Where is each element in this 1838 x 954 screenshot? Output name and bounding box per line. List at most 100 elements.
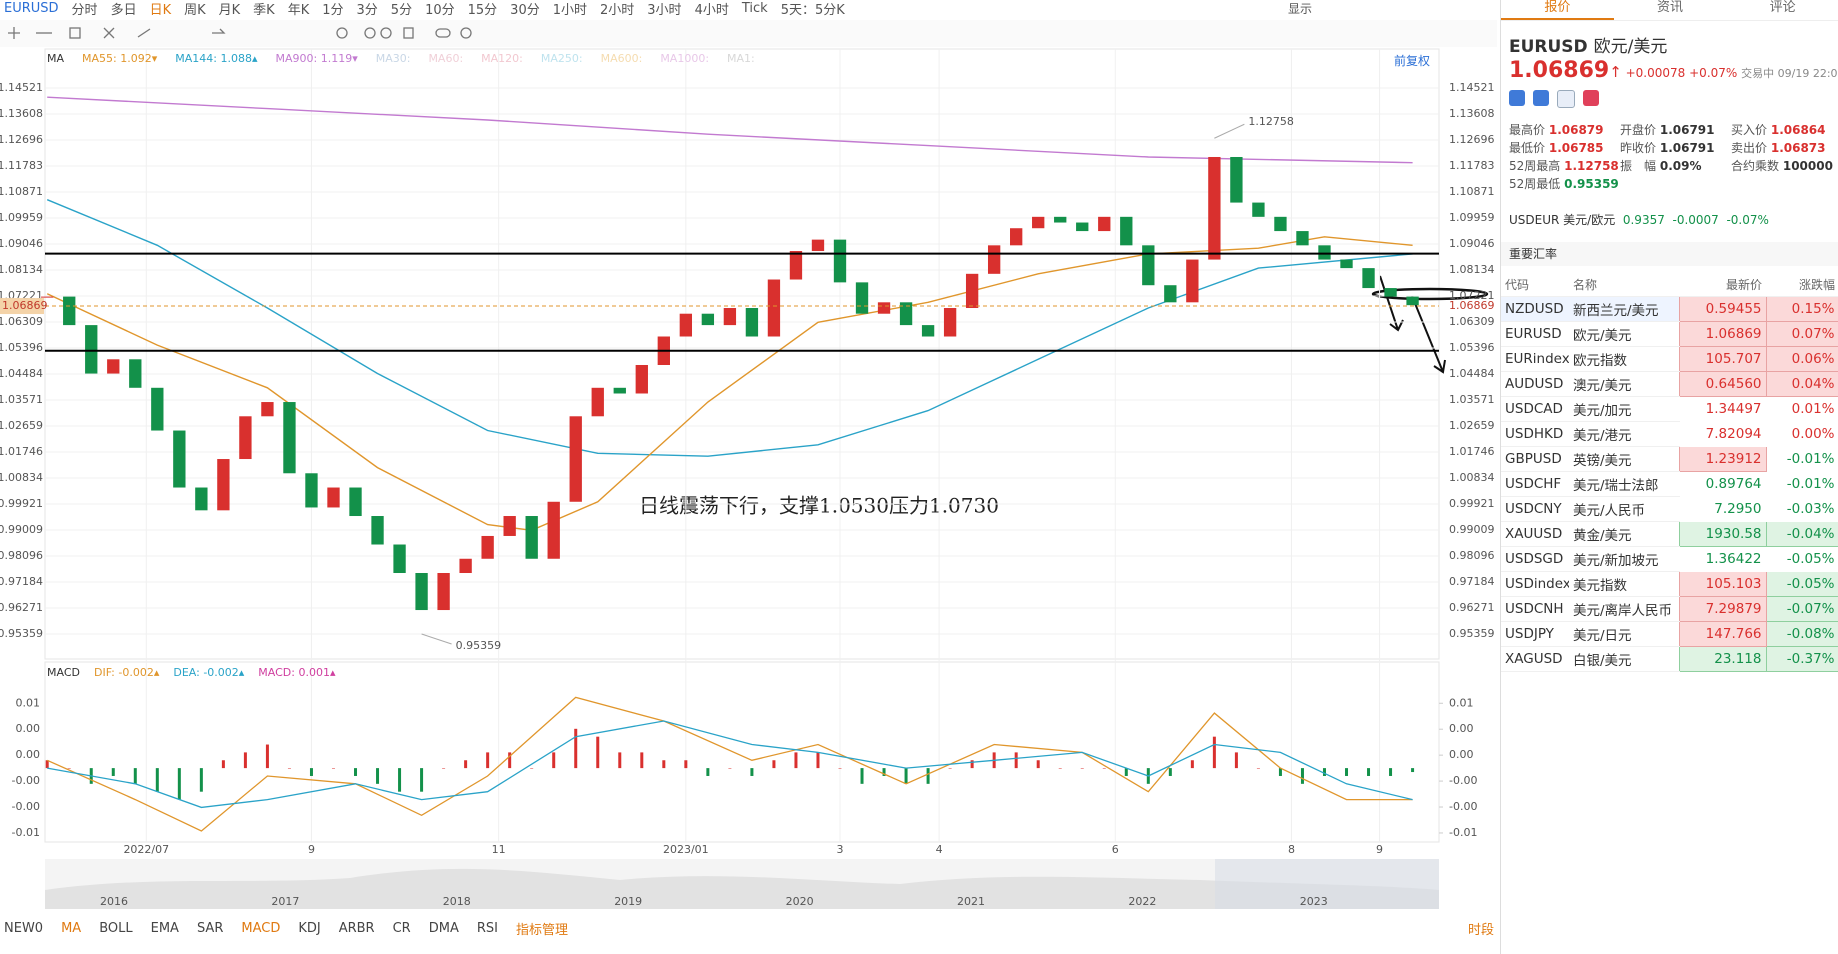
session-tab[interactable]: 时段 [1468, 919, 1494, 938]
rate-row[interactable]: GBPUSD 英镑/美元 1.23912 -0.01% [1501, 446, 1838, 472]
y-tick-label: 1.02659 [1449, 419, 1495, 432]
period[interactable]: 1小时 [552, 2, 587, 18]
legend-item: MA250: [540, 52, 583, 65]
candle [899, 302, 913, 326]
rates-header: 代码 名称 最新价 涨跌幅 [1501, 272, 1838, 297]
restore[interactable]: 前复权 [1394, 54, 1431, 68]
quote-change-pct: +0.07% [1689, 66, 1738, 80]
legend-item: MACD: 0.001▴ [258, 666, 336, 679]
panel-tab[interactable]: 评论 [1769, 0, 1796, 15]
macd-bar [1278, 768, 1282, 776]
period[interactable]: 日K [149, 2, 172, 18]
y-tick-label: 1.03571 [1449, 393, 1495, 406]
rate-price: 0.64560 [1678, 371, 1767, 397]
period[interactable]: 季K [253, 2, 275, 18]
display-menu[interactable]: 显示 [1288, 0, 1312, 16]
candle [1010, 228, 1023, 246]
legend-item: MACD [47, 666, 80, 679]
candle [921, 325, 935, 337]
period[interactable]: 15分 [467, 2, 498, 18]
indicator-tab[interactable]: CR [392, 921, 411, 936]
restore-mode[interactable]: 前复权 [1394, 52, 1430, 69]
panel-tab[interactable]: 报价 [1501, 0, 1614, 20]
macd-bar [155, 768, 159, 792]
indicator-tab[interactable]: KDJ [298, 921, 321, 936]
stat: 开盘价 1.06791 [1620, 121, 1715, 138]
panel-tab[interactable]: 资讯 [1657, 0, 1684, 15]
rate-price: 1.34497 [1678, 396, 1767, 422]
period[interactable]: 4小时 [694, 2, 729, 18]
rate-row[interactable]: USDCHF 美元/瑞士法郎 0.89764 -0.01% [1501, 471, 1838, 497]
indicator-tab[interactable]: MACD [241, 921, 281, 936]
period[interactable]: 5天：5分K [780, 2, 845, 18]
rate-row[interactable]: AUDUSD 澳元/美元 0.64560 0.04% [1501, 371, 1838, 397]
period[interactable]: 10分 [425, 2, 455, 18]
stat-label: 最高价 [1509, 123, 1546, 137]
indicator-tab[interactable]: MA [61, 921, 82, 936]
rate-row[interactable]: EURindex 欧元指数 105.707 0.06% [1501, 346, 1838, 372]
overview-year: 2022 [1128, 895, 1156, 908]
x-tick-label: 8 [1288, 843, 1295, 856]
rate-row[interactable]: EURUSD 欧元/美元 1.06869 0.07% [1501, 321, 1838, 347]
period[interactable]: 月K [218, 2, 241, 18]
rate-row[interactable]: USDCNY 美元/人民币 7.2950 -0.03% [1501, 496, 1838, 522]
display[interactable]: 显示 [1288, 1, 1313, 16]
period[interactable]: 3小时 [647, 2, 682, 18]
price-tag [0, 298, 44, 315]
indicator-tab[interactable]: BOLL [99, 921, 133, 936]
rate-change: -0.08% [1765, 621, 1838, 647]
indicator-tab[interactable]: DMA [428, 921, 459, 936]
period[interactable]: Tick [741, 0, 768, 16]
period[interactable]: 1分 [322, 2, 344, 18]
symbol[interactable]: EURUSD [4, 0, 59, 16]
candle [1296, 231, 1309, 246]
rate-price: 105.103 [1678, 571, 1767, 597]
period[interactable]: 2小时 [600, 2, 635, 18]
candle [525, 516, 538, 559]
indicator-tab[interactable]: ARBR [338, 921, 375, 936]
indicator-tab[interactable]: EMA [150, 921, 179, 936]
session[interactable]: 时段 [1468, 923, 1495, 938]
period[interactable]: 3分 [356, 2, 378, 18]
macd-bar [464, 760, 468, 769]
rate-row[interactable]: NZDUSD 新西兰元/美元 0.59455 0.15% [1501, 296, 1838, 322]
macd-bar [133, 768, 137, 784]
candle [151, 387, 164, 431]
rate-row[interactable]: USDCNH 美元/离岸人民币 7.29879 -0.07% [1501, 596, 1838, 622]
rate-row[interactable]: USDindex 美元指数 105.103 -0.05% [1501, 571, 1838, 597]
rate-row[interactable]: USDCAD 美元/加元 1.34497 0.01% [1501, 396, 1838, 422]
stat: 卖出价 1.06873 [1731, 139, 1826, 156]
rate-row[interactable]: USDHKD 美元/港元 7.82094 0.00% [1501, 421, 1838, 447]
rate-code: EURindex [1501, 346, 1569, 372]
macd-bar [1300, 768, 1304, 784]
period[interactable]: 年K [287, 2, 310, 18]
related-change: -0.0007 [1672, 213, 1719, 227]
indicator-tab[interactable]: RSI [476, 921, 498, 936]
macd-bar [420, 768, 424, 792]
candle [1208, 156, 1221, 260]
period[interactable]: 30分 [510, 2, 540, 18]
candle [1274, 216, 1287, 232]
indicator-tab[interactable]: SAR [196, 921, 224, 936]
stat-label: 最低价 [1509, 141, 1546, 155]
macd-bar [662, 760, 666, 769]
rate-row[interactable]: XAGUSD 白银/美元 23.118 -0.37% [1501, 646, 1838, 672]
macd-bar [728, 768, 732, 769]
rate-row[interactable]: USDJPY 美元/日元 147.766 -0.08% [1501, 621, 1838, 647]
candle [745, 308, 759, 337]
macd-bar [287, 768, 291, 769]
period[interactable]: 周K [184, 2, 206, 18]
period[interactable]: 多日 [110, 2, 137, 18]
indicator-tab[interactable]: NEW0 [4, 921, 44, 936]
period[interactable]: 分时 [71, 2, 98, 18]
y-tick-label: 1.10871 [1449, 185, 1495, 198]
y-tick-label: 1.11783 [1449, 159, 1495, 172]
macd-bar [199, 768, 203, 792]
tool-icons [8, 27, 472, 39]
rate-row[interactable]: XAUUSD 黄金/美元 1930.58 -0.04% [1501, 521, 1838, 547]
rate-row[interactable]: USDSGD 美元/新加坡元 1.36422 -0.05% [1501, 546, 1838, 572]
period[interactable]: 5分 [390, 2, 413, 18]
macd-bar [1124, 768, 1128, 776]
candle [107, 359, 120, 374]
indicator-tab[interactable]: 指标管理 [515, 923, 568, 938]
